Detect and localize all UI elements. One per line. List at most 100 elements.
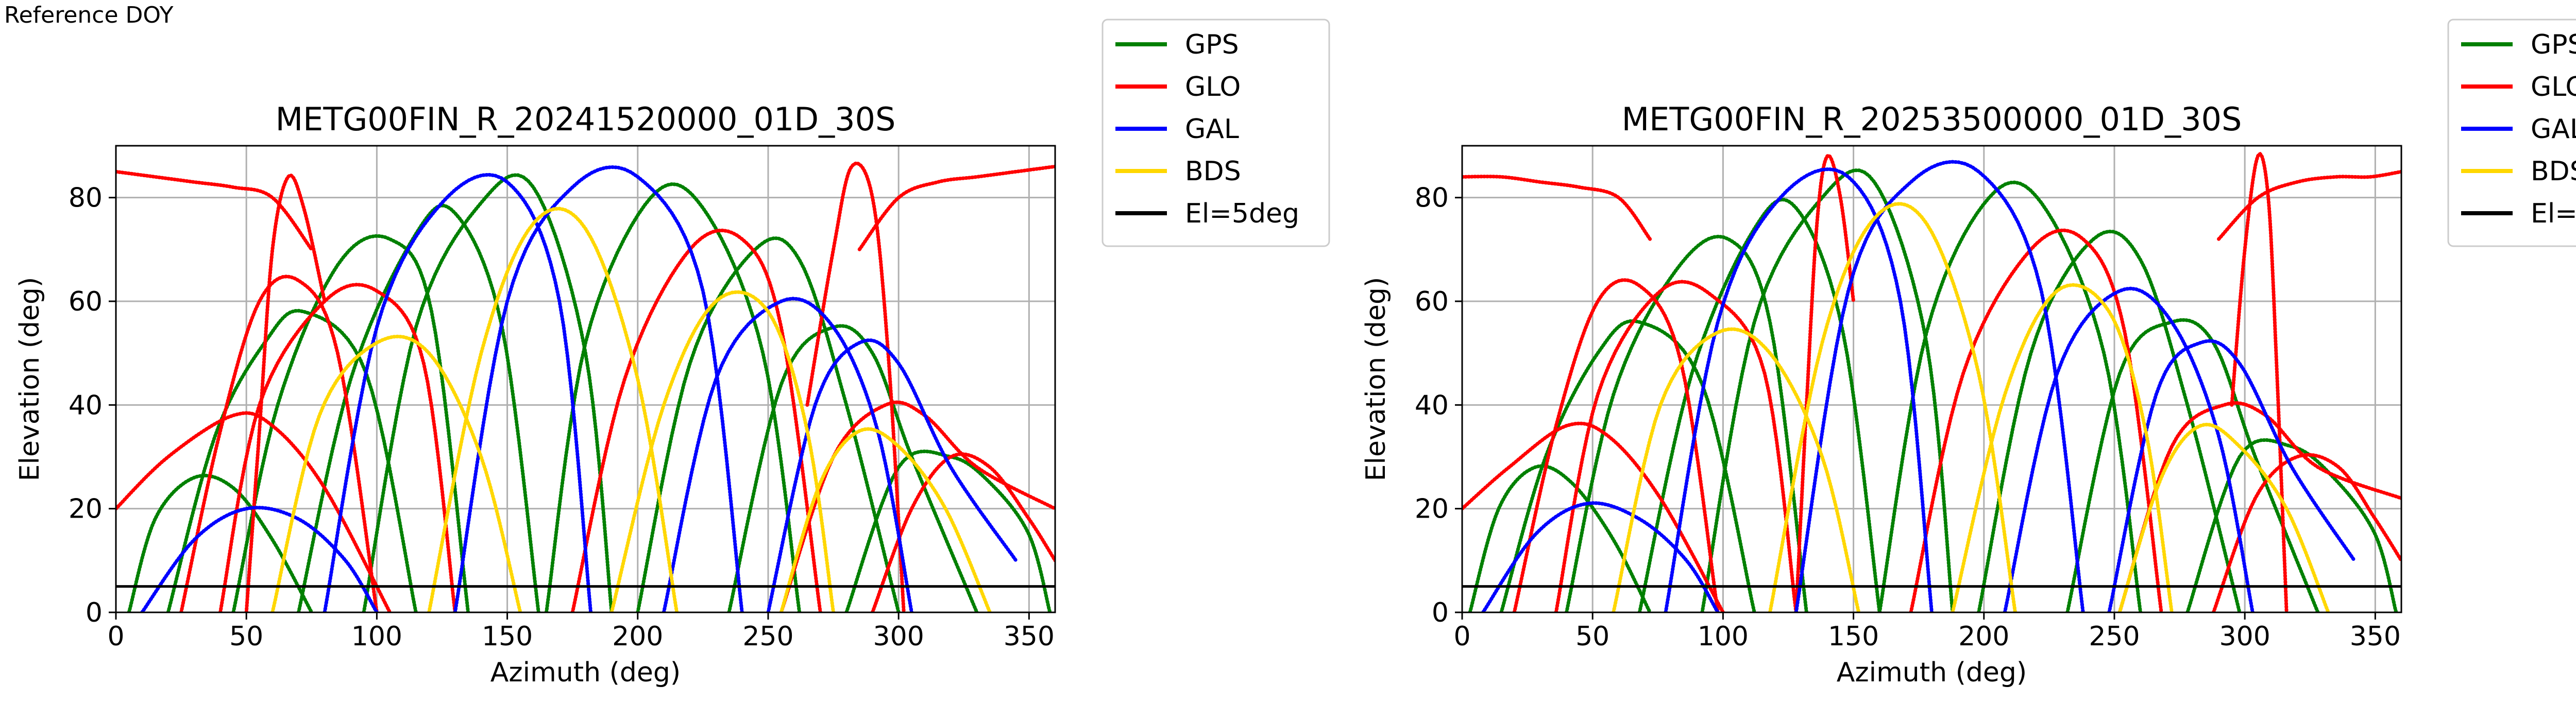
data-layer bbox=[1462, 151, 2401, 612]
satellite-track bbox=[1512, 278, 1720, 612]
y-tick-label: 80 bbox=[1415, 183, 1449, 214]
satellite-track bbox=[727, 324, 979, 612]
x-tick-label: 150 bbox=[1828, 621, 1879, 652]
satellite-track bbox=[1499, 319, 1756, 612]
legend-label: BDS bbox=[2531, 156, 2576, 187]
series-gal bbox=[1481, 160, 2357, 612]
satellite-track bbox=[1977, 229, 2242, 612]
satellite-track bbox=[636, 236, 901, 612]
series-glo bbox=[116, 161, 1055, 612]
satellite-track bbox=[1951, 283, 2174, 612]
y-tick-label: 40 bbox=[69, 390, 103, 421]
satellite-track bbox=[166, 308, 418, 612]
legend: GPS GLO GAL BDS El=5deg bbox=[1101, 19, 1330, 247]
satellite-track bbox=[2117, 401, 2401, 612]
x-tick-label: 300 bbox=[873, 621, 924, 652]
x-tick-label: 100 bbox=[1698, 621, 1749, 652]
satellite-track bbox=[218, 283, 457, 612]
legend-box bbox=[1101, 19, 1330, 247]
x-tick-label: 0 bbox=[107, 621, 124, 652]
satellite-track bbox=[1481, 501, 1720, 612]
satellite-track bbox=[1468, 464, 1652, 612]
satellite-track bbox=[779, 400, 1055, 612]
x-tick-label: 300 bbox=[2219, 621, 2270, 652]
satellite-track bbox=[140, 506, 379, 612]
y-tick-label: 0 bbox=[86, 597, 103, 628]
plot-frame bbox=[1461, 145, 2402, 613]
satellite-track bbox=[270, 334, 522, 612]
satellite-track bbox=[662, 297, 913, 612]
x-tick-label: 0 bbox=[1453, 621, 1470, 652]
satellite-track bbox=[2211, 453, 2401, 612]
y-tick-label: 60 bbox=[1415, 286, 1449, 317]
satellite-track bbox=[2230, 151, 2289, 612]
series-bds bbox=[1612, 202, 2330, 612]
satellite-track bbox=[1462, 421, 1725, 612]
satellite-track bbox=[1794, 160, 2085, 612]
legend-label: GPS bbox=[2531, 29, 2576, 60]
satellite-track bbox=[2185, 438, 2398, 612]
satellite-track bbox=[805, 161, 906, 612]
y-axis-label: Elevation (deg) bbox=[14, 277, 45, 482]
legend-label: El=5deg bbox=[2531, 198, 2576, 229]
satellite-track bbox=[1700, 168, 1955, 612]
x-axis-label: Azimuth (deg) bbox=[1837, 657, 2027, 688]
legend-label: BDS bbox=[1185, 156, 1241, 187]
x-tick-label: 250 bbox=[742, 621, 793, 652]
x-axis-label: Azimuth (deg) bbox=[490, 657, 681, 688]
reference-doy-label: Reference DOY bbox=[4, 2, 174, 28]
y-tick-label: 20 bbox=[69, 494, 103, 525]
satellite-track bbox=[179, 275, 379, 612]
satellite-track bbox=[857, 164, 1055, 251]
legend-label: GAL bbox=[1185, 114, 1239, 145]
satellite-track bbox=[1462, 175, 1652, 241]
satellite-track bbox=[453, 165, 744, 612]
legend-label: GLO bbox=[2531, 72, 2576, 102]
y-tick-label: 20 bbox=[1415, 494, 1449, 525]
satellite-track bbox=[545, 182, 802, 612]
legend-label: GPS bbox=[1185, 29, 1239, 60]
legend: GPS GLO GAL BDS El=5deg bbox=[2447, 19, 2576, 247]
x-tick-label: 150 bbox=[482, 621, 533, 652]
satellite-track bbox=[323, 173, 593, 612]
x-tick-label: 200 bbox=[612, 621, 663, 652]
satellite-track bbox=[1794, 153, 1856, 612]
satellite-track bbox=[1664, 167, 1934, 612]
x-tick-label: 350 bbox=[2350, 621, 2401, 652]
y-tick-label: 80 bbox=[69, 183, 103, 214]
satellite-track bbox=[1554, 280, 1798, 612]
satellite-track bbox=[116, 411, 392, 612]
x-tick-label: 200 bbox=[1958, 621, 2009, 652]
satellite-track bbox=[2107, 339, 2357, 612]
x-tick-label: 100 bbox=[351, 621, 402, 652]
chart-title: METG00FIN_R_20241520000_01D_30S bbox=[276, 100, 896, 138]
satellite-track bbox=[231, 234, 470, 612]
x-tick-label: 350 bbox=[1004, 621, 1055, 652]
legend-label: GAL bbox=[2531, 114, 2576, 145]
legend-label: El=5deg bbox=[1185, 198, 1299, 229]
satellite-track bbox=[779, 427, 992, 612]
legend-label: GLO bbox=[1185, 72, 1241, 102]
legend-box bbox=[2447, 19, 2576, 247]
y-axis-label: Elevation (deg) bbox=[1361, 277, 1392, 482]
y-tick-label: 60 bbox=[69, 286, 103, 317]
satellite-track bbox=[244, 174, 327, 612]
satellite-track bbox=[1768, 202, 2017, 612]
chart-title: METG00FIN_R_20253500000_01D_30S bbox=[1622, 100, 2242, 138]
y-tick-label: 0 bbox=[1432, 597, 1449, 628]
satellite-track bbox=[2003, 286, 2255, 612]
x-tick-label: 50 bbox=[1575, 621, 1609, 652]
satellite-track bbox=[2117, 422, 2330, 612]
x-tick-label: 250 bbox=[2089, 621, 2140, 652]
satellite-track bbox=[609, 290, 836, 612]
satellite-track bbox=[362, 173, 614, 612]
plot-frame bbox=[115, 145, 1056, 613]
satellite-track bbox=[127, 473, 314, 612]
x-tick-label: 50 bbox=[229, 621, 263, 652]
y-tick-label: 40 bbox=[1415, 390, 1449, 421]
chart-right: 0 50 100 150 200 250 300 350 0 20 40 60 80 METG00FIN_… bbox=[1361, 19, 2576, 688]
satellite-track bbox=[427, 207, 679, 612]
satellite-track bbox=[871, 452, 1055, 612]
satellite-track bbox=[1612, 327, 1861, 612]
